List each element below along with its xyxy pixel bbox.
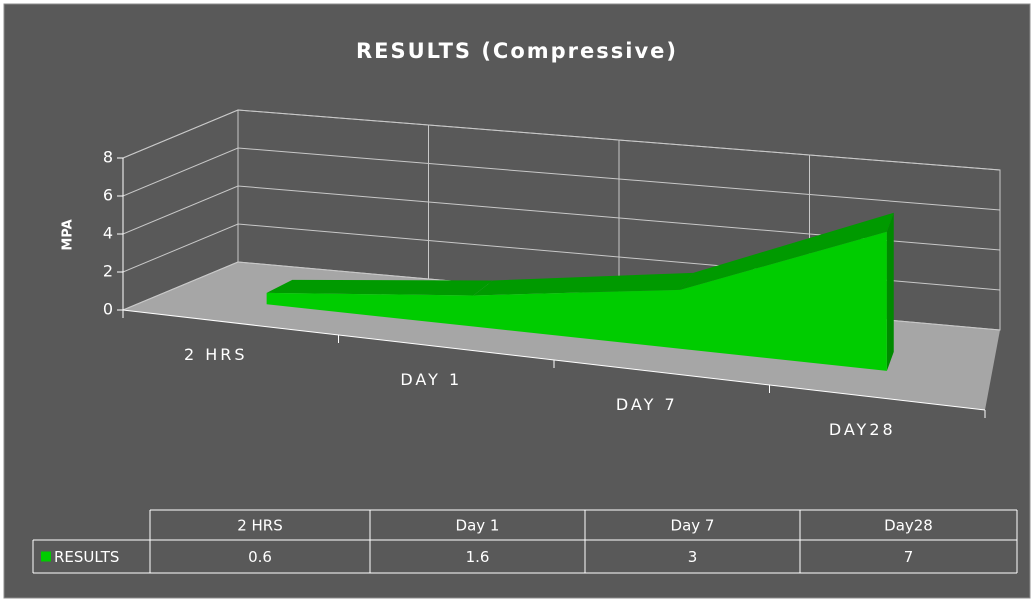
table-header: Day 1 <box>456 517 500 535</box>
x-tick-label: DAY28 <box>829 420 896 439</box>
area-side <box>886 212 894 371</box>
x-tick-label: 2 HRS <box>184 345 248 364</box>
table-header: Day28 <box>884 517 933 535</box>
y-tick-label: 2 <box>103 262 113 281</box>
area-top <box>473 272 694 296</box>
table-value: 0.6 <box>248 548 272 566</box>
table-header: Day 7 <box>671 517 715 535</box>
table-value: 3 <box>688 548 698 566</box>
area-top <box>266 279 493 296</box>
table-value: 1.6 <box>466 548 490 566</box>
y-tick-label: 6 <box>103 186 113 205</box>
grid-line <box>122 109 1001 171</box>
grid-line <box>122 147 1001 211</box>
y-tick-label: 0 <box>103 300 113 319</box>
grid-line <box>122 185 1001 251</box>
legend-swatch <box>41 551 51 562</box>
chart-title: RESULTS (Compressive) <box>356 39 678 63</box>
area-front <box>266 231 887 371</box>
y-tick-label: 4 <box>103 224 113 243</box>
y-axis-label: MPA <box>61 219 76 250</box>
x-tick-label: DAY 7 <box>616 395 678 414</box>
y-tick-label: 8 <box>103 148 113 167</box>
legend-label: RESULTS <box>54 548 119 566</box>
table-value: 7 <box>904 548 914 566</box>
area-top <box>680 212 894 290</box>
x-tick-label: DAY 1 <box>400 370 462 389</box>
table-header: 2 HRS <box>237 517 283 535</box>
